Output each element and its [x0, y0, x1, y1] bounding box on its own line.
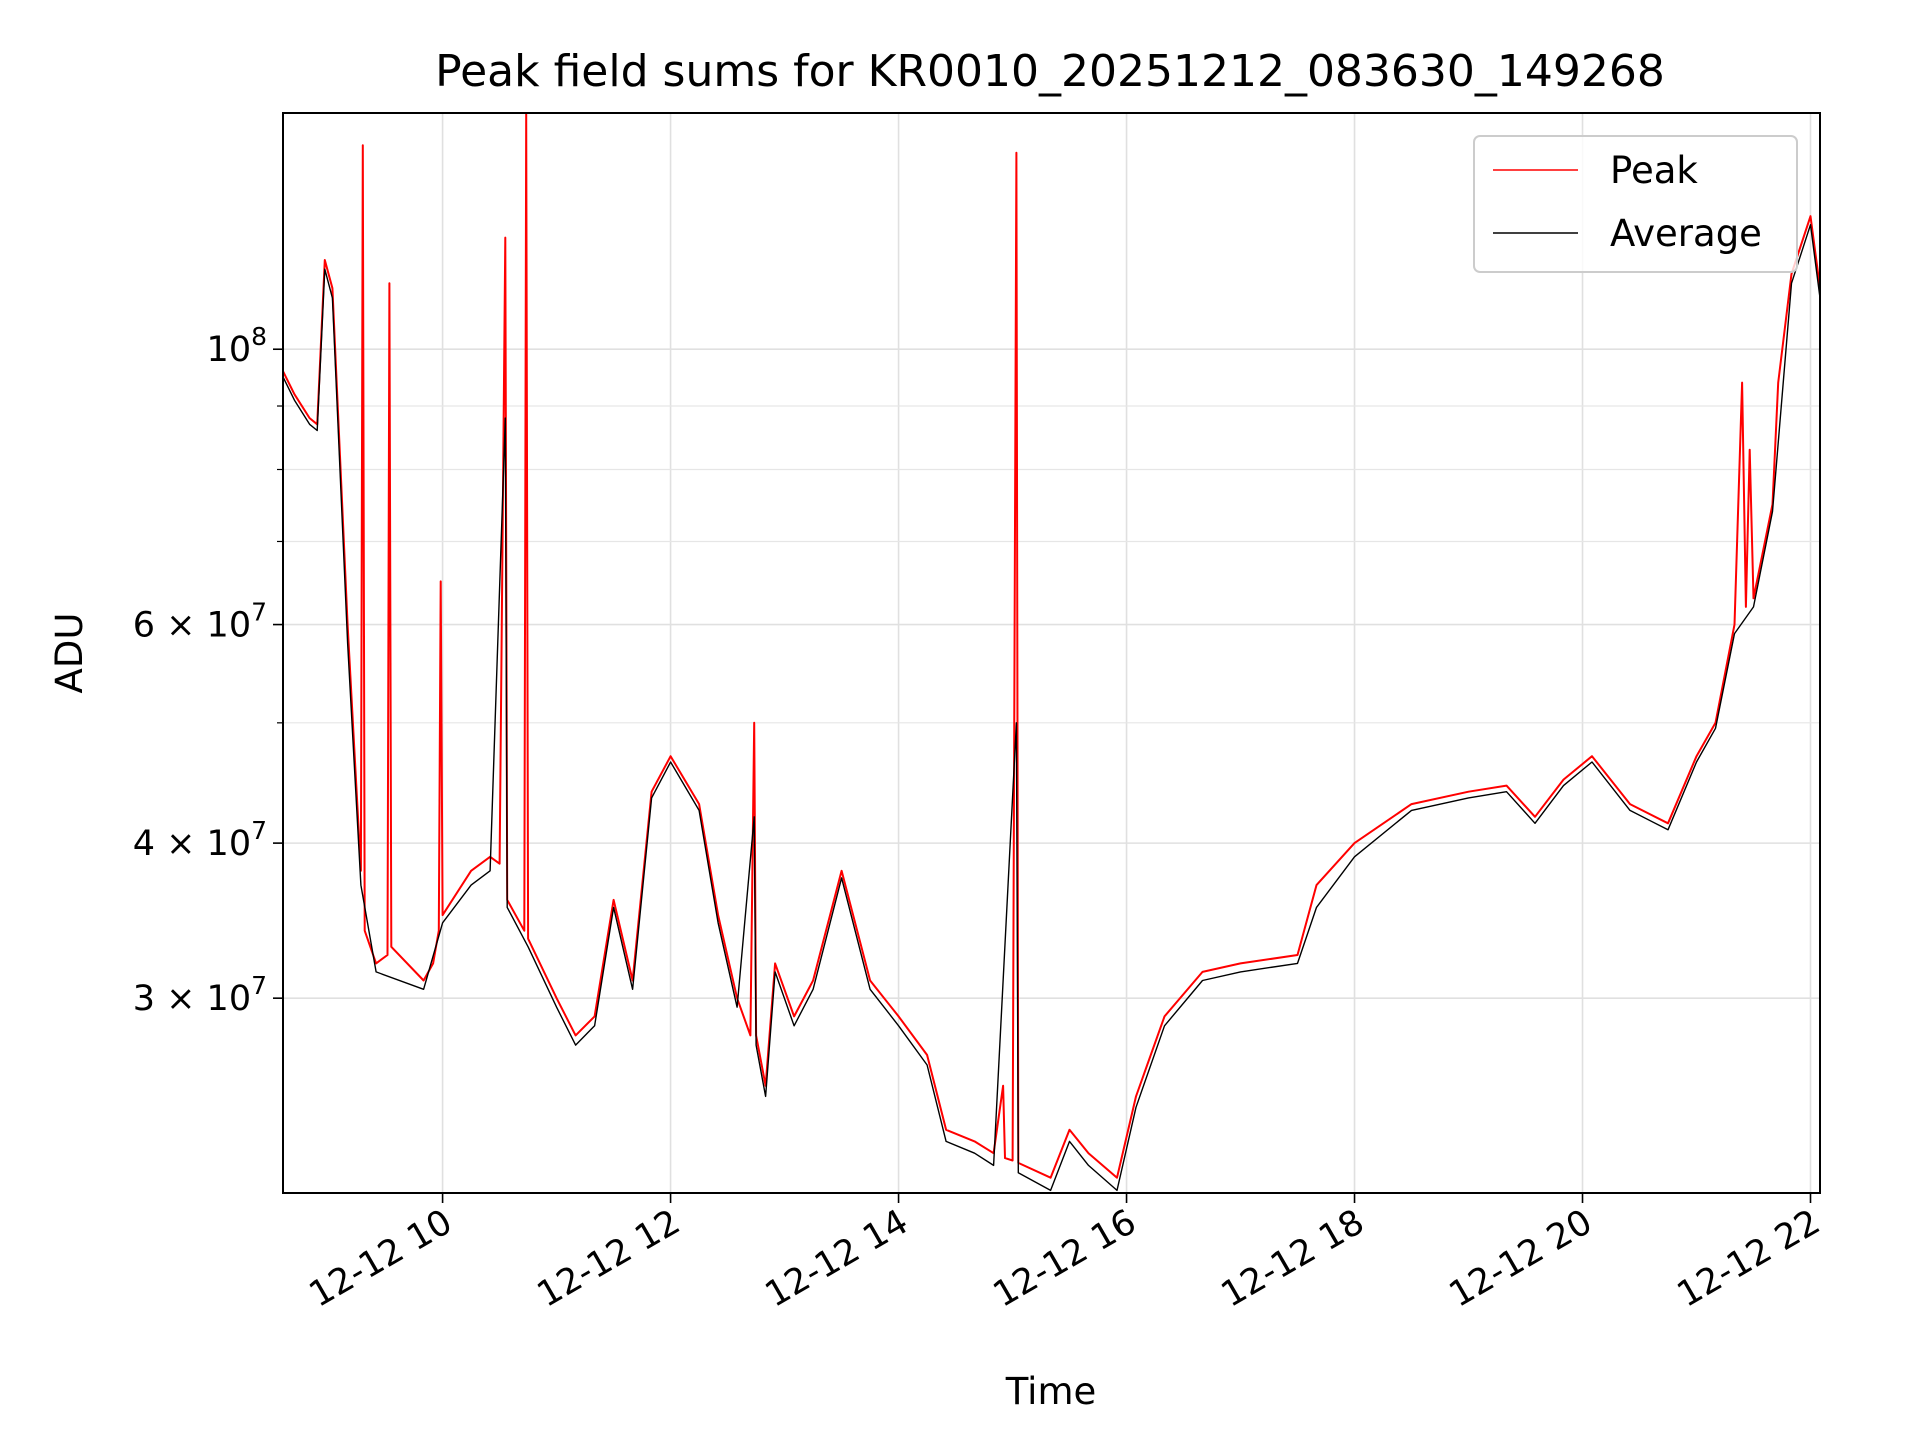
- chart-title: Peak field sums for KR0010_20251212_0836…: [435, 46, 1665, 97]
- series-line-average: [282, 224, 1821, 1192]
- x-axis-label: Time: [1005, 1370, 1097, 1413]
- y-tick-label: 3 × 107: [133, 971, 267, 1019]
- y-tick-label: 4 × 107: [133, 816, 267, 864]
- plot-frame: [282, 112, 1821, 1194]
- grid: [283, 113, 1820, 1193]
- series-layer: [282, 112, 1821, 1192]
- y-axis-label: ADU: [48, 613, 91, 694]
- y-tick-label: 108: [207, 322, 267, 370]
- y-tick-label: 6 × 107: [133, 598, 267, 646]
- legend: Peak Average: [1473, 135, 1798, 273]
- legend-label-peak: Peak: [1610, 149, 1698, 192]
- series-line-peak: [282, 112, 1821, 1179]
- legend-label-average: Average: [1610, 212, 1762, 255]
